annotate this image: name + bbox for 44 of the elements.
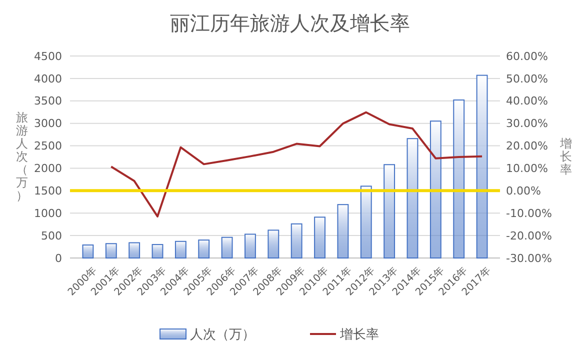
y2-tick-label: 50.00% — [506, 72, 548, 86]
y2-tick-label: -20.00% — [506, 229, 552, 242]
y2-tick-label: 40.00% — [506, 94, 548, 108]
bar — [314, 216, 326, 258]
bar — [174, 240, 186, 258]
bar — [290, 223, 302, 258]
y-axis-title: 旅游人次（万） — [16, 110, 28, 202]
chart-title: 丽江历年旅游人次及增长率 — [170, 11, 410, 35]
bar — [128, 242, 140, 258]
bar — [337, 204, 349, 258]
y2-axis-title: 增长率 — [559, 136, 572, 176]
y2-tick-label: 60.00% — [506, 50, 548, 63]
y2-tick-label: 0.00% — [506, 184, 541, 198]
y-tick-label: 4500 — [34, 50, 62, 63]
legend-label: 人次（万） — [190, 328, 255, 343]
y2-tick-label: -10.00% — [506, 206, 552, 220]
bar — [406, 138, 418, 258]
y2-tick-label: 20.00% — [506, 140, 548, 153]
bar — [105, 243, 117, 258]
y2-tick-label: 10.00% — [506, 162, 548, 176]
bar — [82, 244, 94, 258]
bar — [476, 74, 488, 258]
bar — [268, 230, 280, 258]
bar — [453, 99, 465, 258]
legend-label: 增长率 — [339, 326, 379, 343]
bar — [360, 186, 372, 258]
y-tick-label: 500 — [41, 229, 62, 242]
bar — [384, 164, 396, 258]
y-tick-label: 2000 — [34, 162, 62, 176]
y-tick-label: 4000 — [34, 72, 62, 86]
bar — [430, 120, 442, 258]
bar — [198, 240, 210, 258]
y2-tick-label: 30.00% — [506, 117, 548, 130]
y-tick-label: 3000 — [34, 117, 62, 130]
y-tick-label: 2500 — [34, 140, 62, 153]
bar — [152, 244, 164, 258]
y-tick-label: 1500 — [34, 184, 62, 198]
bar — [221, 236, 233, 258]
bar — [244, 234, 256, 258]
y-tick-label: 1000 — [34, 206, 62, 220]
line-series — [110, 111, 484, 218]
y2-tick-label: -30.00% — [506, 252, 552, 265]
y-tick-label: 3500 — [34, 94, 62, 108]
y-tick-label: 0 — [55, 252, 62, 265]
